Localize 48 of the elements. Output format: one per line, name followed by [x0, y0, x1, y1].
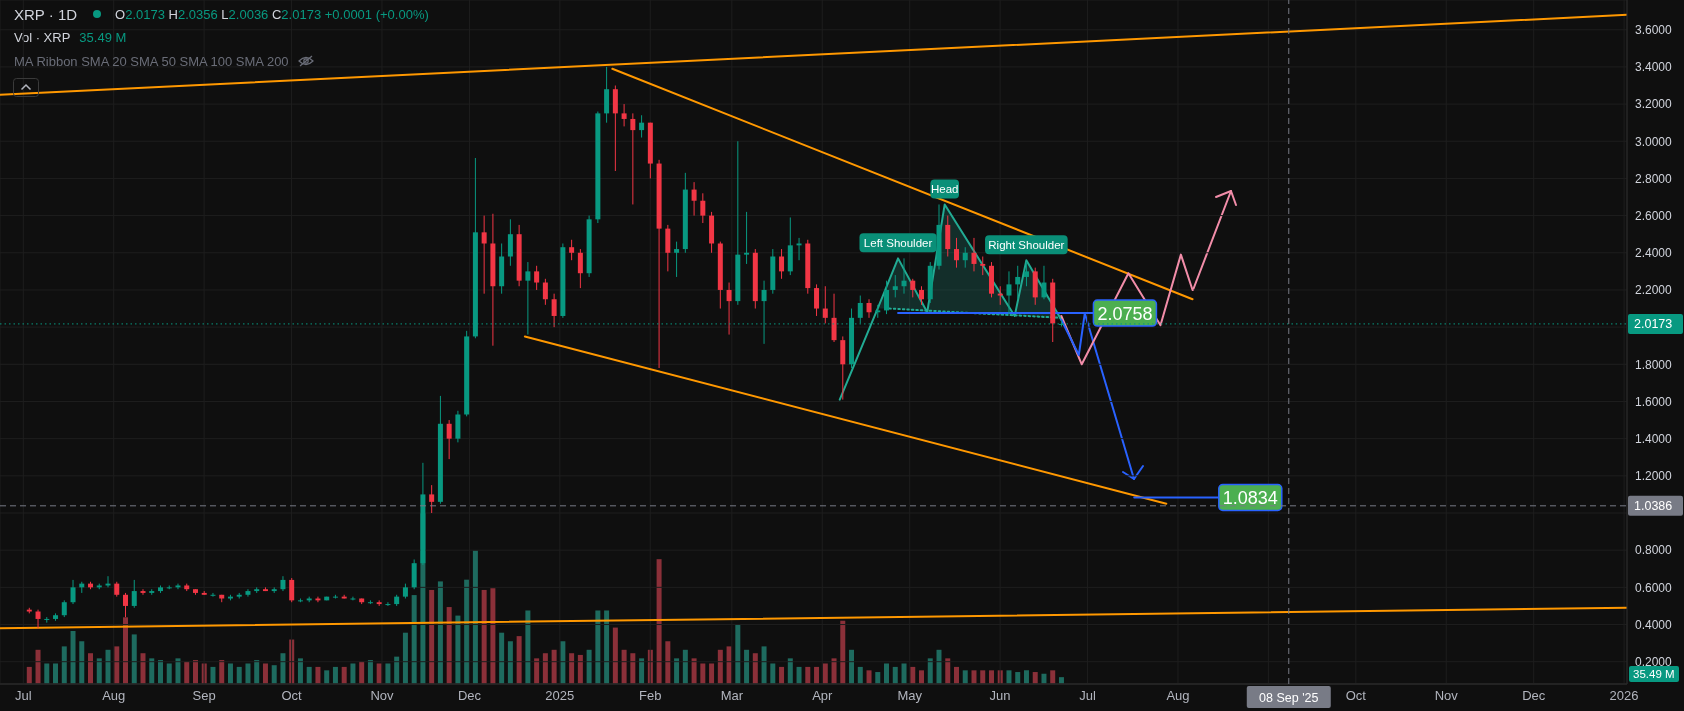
annotation: 35.49 M: [79, 29, 127, 45]
y-tick-label: 1.2000: [1635, 469, 1673, 484]
x-tick-label: Dec: [457, 688, 482, 704]
data-label: 2.0758: [1097, 303, 1153, 324]
y-tick-label: 1.8000: [1635, 357, 1673, 372]
y-tick-label: 0.4000: [1635, 617, 1673, 632]
x-tick-label: Aug: [1166, 688, 1190, 704]
x-tick-label: Nov: [370, 688, 395, 704]
y-tick-label: 2.4000: [1635, 246, 1673, 261]
text: 35.49 M: [1633, 668, 1675, 680]
annotation: Left Shoulder: [863, 236, 933, 249]
y-tick-label: 2.8000: [1635, 171, 1673, 186]
x-tick-label: Oct: [281, 688, 303, 704]
annotation: Head: [930, 182, 959, 195]
x-tick-label: Jul: [1079, 688, 1096, 704]
x-tick-label: Mar: [720, 688, 744, 704]
chart-title: Vol · XRP: [14, 29, 71, 45]
y-tick-label: 3.0000: [1635, 134, 1673, 149]
x-tick-label: May: [897, 688, 923, 704]
x-tick-label: 2025: [545, 688, 575, 704]
y-tick-label: 3.4000: [1635, 60, 1673, 75]
data-label: 1.0834: [1222, 488, 1278, 508]
y-tick-label: 3.2000: [1635, 97, 1673, 112]
y-tick-label: 3.6000: [1635, 23, 1673, 37]
y-tick-label: 0.6000: [1635, 580, 1673, 595]
annotation: MA Ribbon SMA 20 SMA 50 SMA 100 SMA 200: [14, 53, 289, 69]
x-tick-label: Jul: [15, 688, 32, 704]
x-tick-label: 2026: [1609, 688, 1639, 704]
y-tick-label: 2.6000: [1635, 208, 1673, 223]
ref-line-label: 2.0173: [1634, 317, 1673, 332]
x-tick-label: Apr: [812, 688, 834, 704]
y-tick-label: 0.8000: [1635, 543, 1673, 558]
ref-line-label: 08 Sep '25: [1259, 690, 1319, 705]
y-tick-label: 1.4000: [1635, 431, 1673, 446]
y-tick-label: 1.6000: [1635, 394, 1673, 409]
y-tick-label: 2.2000: [1635, 283, 1673, 298]
x-tick-label: Oct: [1345, 688, 1367, 704]
x-tick-label: Dec: [1522, 688, 1546, 704]
ref-line-label: 1.0386: [1634, 499, 1673, 514]
annotation: Right Shoulder: [988, 238, 1065, 251]
x-tick-label: Feb: [639, 688, 662, 704]
x-tick-label: Sep: [192, 688, 216, 704]
x-tick-label: Jun: [989, 688, 1011, 704]
annotation: O2.0173 H2.0356 L2.0036 C2.0173 +0.0001 (+0.00%): [115, 6, 429, 22]
y-tick-label: 0.2000: [1635, 654, 1673, 669]
x-tick-label: Nov: [1434, 688, 1459, 704]
chart-title: XRP · 1D: [14, 5, 78, 23]
x-tick-label: Aug: [102, 688, 126, 704]
